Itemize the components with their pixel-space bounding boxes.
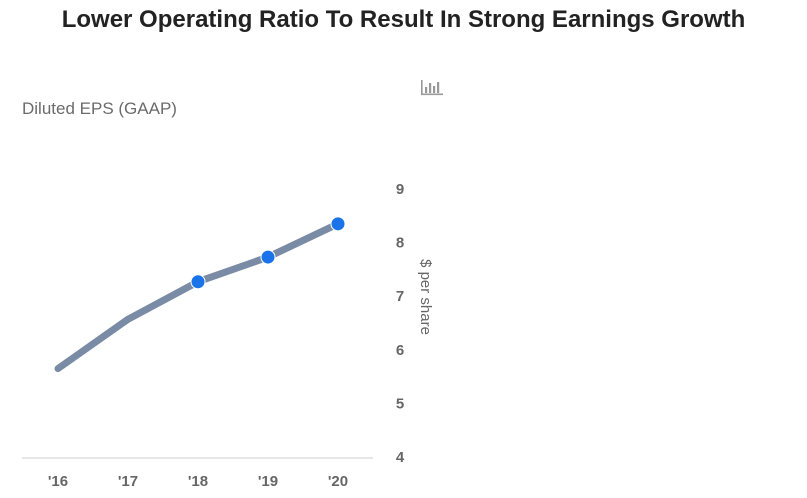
y-axis-label: $ per share bbox=[417, 259, 434, 335]
series-line bbox=[54, 220, 342, 373]
data-point-4 bbox=[330, 216, 346, 232]
x-tick-label: '17 bbox=[118, 473, 138, 490]
y-tick-label: 4 bbox=[396, 449, 405, 466]
y-tick-label: 7 bbox=[396, 288, 404, 305]
y-tick-label: 9 bbox=[396, 181, 404, 198]
x-tick-label: '16 bbox=[48, 473, 68, 490]
data-point-3 bbox=[260, 249, 276, 265]
y-tick-label: 8 bbox=[396, 235, 404, 252]
chart-title: Lower Operating Ratio To Result In Stron… bbox=[61, 6, 746, 33]
y-tick-label: 6 bbox=[396, 342, 404, 359]
data-point-2 bbox=[190, 274, 206, 290]
x-tick-label: '20 bbox=[328, 473, 348, 490]
chart-subtitle: Diluted EPS (GAAP) bbox=[22, 99, 177, 118]
bar-chart-icon[interactable] bbox=[420, 78, 444, 96]
y-tick-label: 5 bbox=[396, 395, 404, 412]
x-tick-label: '19 bbox=[258, 473, 278, 490]
x-tick-label: '18 bbox=[188, 473, 208, 490]
